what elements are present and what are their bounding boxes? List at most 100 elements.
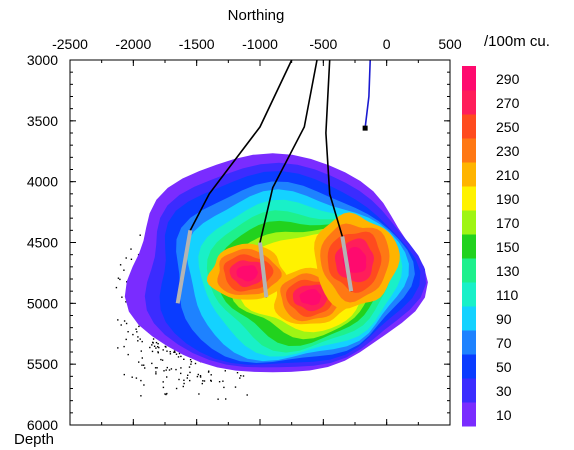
scatter-point xyxy=(160,358,162,361)
scatter-point xyxy=(242,375,245,377)
scatter-point xyxy=(125,322,128,325)
scatter-point xyxy=(223,386,225,389)
scatter-point xyxy=(154,367,157,369)
scatter-point xyxy=(202,380,204,382)
colorbar-tick-label: 210 xyxy=(496,167,520,183)
y-tick-label: 4000 xyxy=(27,174,58,190)
scatter-point xyxy=(161,359,164,361)
scatter-point xyxy=(155,341,158,344)
scatter-point xyxy=(170,368,173,370)
scatter-point xyxy=(143,384,145,386)
scatter-point xyxy=(225,398,227,400)
scatter-point xyxy=(217,398,219,400)
colorbar-tick-label: 170 xyxy=(496,215,520,231)
scatter-point xyxy=(117,277,120,279)
y-tick-label: 3000 xyxy=(27,52,58,68)
scatter-point xyxy=(180,355,182,358)
x-tick-label: -500 xyxy=(309,36,337,52)
scatter-point xyxy=(119,278,121,281)
scatter-point xyxy=(198,393,200,395)
scatter-point xyxy=(162,349,164,351)
scatter-point xyxy=(144,367,146,369)
scatter-point xyxy=(177,356,180,358)
scatter-point xyxy=(127,331,129,333)
scatter-point xyxy=(141,357,143,359)
scatter-point xyxy=(153,345,156,347)
scatter-point xyxy=(173,351,175,353)
scatter-point xyxy=(175,387,178,390)
colorbar-swatch xyxy=(462,306,476,331)
scatter-point xyxy=(151,362,153,365)
scatter-point xyxy=(135,328,137,330)
scatter-point xyxy=(164,345,166,348)
colorbar-tick-label: 10 xyxy=(496,407,512,423)
well-paths xyxy=(175,59,371,304)
scatter-point xyxy=(234,386,237,388)
scatter-point xyxy=(156,367,158,369)
scatter-point xyxy=(155,373,157,375)
x-axis-title: Northing xyxy=(228,7,285,24)
scatter-point xyxy=(169,353,172,355)
scatter-point xyxy=(123,269,125,271)
y-tick-label: 5000 xyxy=(27,295,58,311)
contour-fill xyxy=(124,153,428,373)
scatter-point xyxy=(190,361,193,363)
colorbar-tick-label: 110 xyxy=(496,287,519,303)
colorbar-tick-label: 250 xyxy=(496,119,520,135)
x-tick-label: -2000 xyxy=(115,36,151,52)
scatter-point xyxy=(130,258,133,260)
scatter-point xyxy=(183,358,185,360)
scatter-point xyxy=(183,382,185,385)
scatter-point xyxy=(188,366,191,368)
contour-peak xyxy=(299,289,322,306)
scatter-point xyxy=(123,373,125,376)
y-axis-title: Depth xyxy=(14,431,54,448)
scatter-point xyxy=(246,394,248,396)
colorbar-swatch xyxy=(462,354,476,379)
scatter-point xyxy=(173,350,176,352)
colorbar-tick-label: 270 xyxy=(496,95,520,111)
scatter-point xyxy=(218,381,221,383)
scatter-point xyxy=(224,370,226,372)
scatter-point xyxy=(127,353,129,356)
colorbar-tick-label: 230 xyxy=(496,143,520,159)
scatter-point xyxy=(117,347,119,349)
scatter-point xyxy=(126,281,128,283)
scatter-point xyxy=(149,346,151,349)
scatter-point xyxy=(119,264,122,266)
scatter-point xyxy=(157,343,159,345)
scatter-point xyxy=(166,366,168,369)
scatter-point xyxy=(117,319,119,321)
scatter-point xyxy=(163,370,165,372)
scatter-point xyxy=(121,296,123,298)
scatter-point xyxy=(137,336,139,338)
scatter-point xyxy=(141,364,143,366)
scatter-point xyxy=(189,359,192,361)
scatter-point xyxy=(125,301,127,303)
scatter-point xyxy=(158,346,160,349)
colorbar-tick-label: 30 xyxy=(496,383,512,399)
x-tick-label: -1500 xyxy=(179,36,215,52)
scatter-point xyxy=(166,392,168,395)
x-tick-label: -2500 xyxy=(52,36,88,52)
scatter-point xyxy=(165,393,167,396)
plot-area xyxy=(115,59,428,400)
colorbar-tick-label: 70 xyxy=(496,335,512,351)
scatter-point xyxy=(240,375,242,377)
scatter-point xyxy=(168,369,171,371)
scatter-point xyxy=(130,248,132,250)
scatter-point xyxy=(137,340,139,342)
scatter-point xyxy=(165,369,167,371)
colorbar-swatch xyxy=(462,210,476,235)
colorbar-swatch xyxy=(462,330,476,355)
colorbar-swatch xyxy=(462,90,476,115)
scatter-point xyxy=(140,350,142,352)
colorbar-title: /100m cu. xyxy=(484,33,550,50)
scatter-point xyxy=(162,381,164,383)
colorbar-swatch xyxy=(462,258,476,283)
scatter-point xyxy=(222,380,224,382)
scatter-point xyxy=(166,350,168,352)
scatter-point xyxy=(187,374,189,376)
scatter-point xyxy=(197,373,199,376)
